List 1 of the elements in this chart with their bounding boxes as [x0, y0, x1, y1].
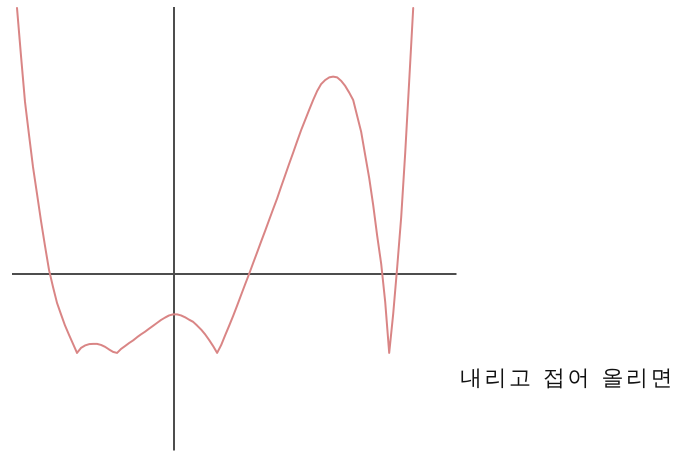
text: 내리고 접어 올리면 — [460, 366, 675, 391]
